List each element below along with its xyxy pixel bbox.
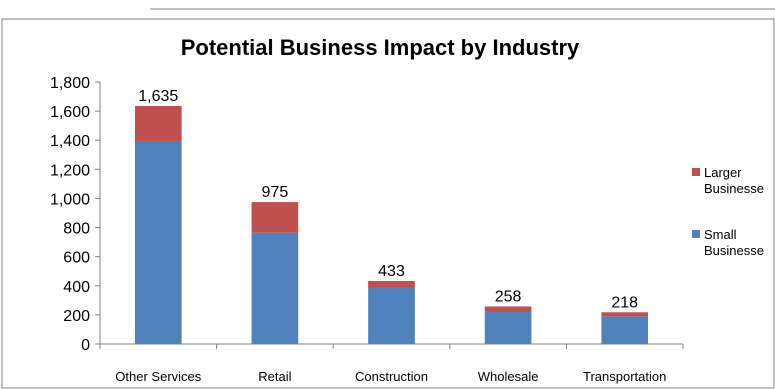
y-tick-label: 400 [63, 279, 90, 296]
bar-segment-small [134, 140, 182, 344]
x-tick-label: Retail [258, 369, 291, 384]
chart-title: Potential Business Impact by Industry [181, 35, 580, 60]
x-tick-label: Transportation [583, 369, 666, 384]
total-data-label: 433 [378, 263, 405, 280]
y-tick-label: 800 [63, 221, 90, 238]
bar-segment-small [368, 287, 415, 344]
bar-segment-small [251, 232, 299, 344]
legend-label: Small Businesse [704, 227, 764, 258]
bar-segment-small [601, 316, 649, 344]
x-tick-label: Construction [355, 369, 428, 384]
y-tick-label: 0 [81, 337, 90, 354]
bar-segment-small [484, 311, 532, 344]
bar-segment-larger [601, 312, 649, 317]
y-tick-label: 1,000 [50, 191, 90, 208]
x-axis: Other Services Retail Construction Wholesal… [99, 343, 684, 384]
bars [134, 106, 649, 344]
x-tick-label: Other Services [115, 369, 201, 384]
bar-segment-larger [484, 306, 532, 312]
legend-swatch [692, 168, 700, 176]
y-tick-label: 1,600 [50, 104, 90, 121]
x-tick-label: Wholesale [478, 369, 539, 384]
bar-segment-larger [368, 280, 415, 288]
bar-segment-larger [134, 106, 182, 141]
y-axis: 0 200 400 600 800 1,000 1,200 1,400 1,600 1,800 [50, 75, 101, 354]
y-tick-label: 600 [63, 250, 90, 267]
total-data-label: 258 [495, 288, 522, 305]
legend-label: Larger Businesse [704, 165, 764, 196]
y-tick-label: 200 [63, 308, 90, 325]
legend-swatch [692, 230, 700, 238]
total-data-label: 975 [262, 184, 289, 201]
total-data-label: 1,635 [138, 88, 178, 105]
legend: Larger Businesse Small Businesse [692, 165, 764, 258]
bar-segment-larger [251, 202, 299, 233]
y-tick-label: 1,800 [50, 75, 90, 92]
y-tick-label: 1,400 [50, 133, 90, 150]
total-labels: 1,635 975 433 258 218 [138, 88, 638, 311]
total-data-label: 218 [611, 294, 638, 311]
y-tick-label: 1,200 [50, 162, 90, 179]
